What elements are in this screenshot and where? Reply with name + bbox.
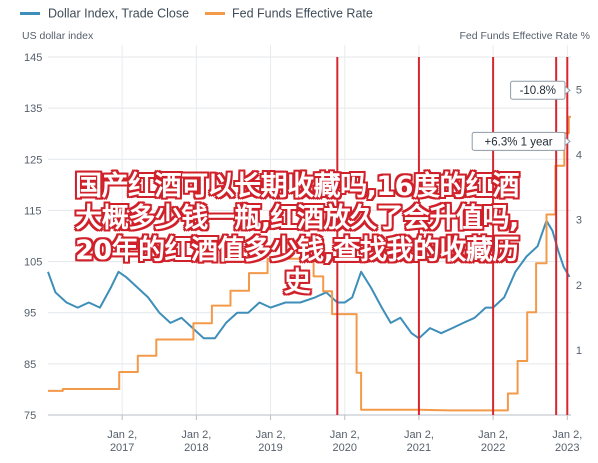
x-tick-label: Jan 2, 2020 (330, 429, 360, 454)
gridlines (48, 45, 571, 415)
y-left-tick-label: 75 (24, 410, 36, 422)
y-axis-right-title: Fed Funds Effective Rate % (459, 30, 590, 42)
y-left-tick-label: 115 (24, 205, 42, 217)
y-right-tick-label: 1 (576, 345, 582, 357)
y-right-tick-label: 3 (576, 215, 582, 227)
y-left-tick-label: 125 (24, 154, 42, 166)
y-left-tick-label: 85 (24, 359, 36, 371)
y-right-tick-label: 4 (576, 150, 582, 162)
y-axis-left-ticks: 75 85 95 105 115 125 135 145 (24, 52, 42, 422)
legend-item-dollar-index[interactable]: Dollar Index, Trade Close (20, 7, 189, 21)
y-left-tick-label: 135 (24, 103, 42, 115)
y-left-tick-label: 95 (24, 308, 36, 320)
legend-swatch-fed-funds (205, 12, 225, 15)
y-left-tick-label: 105 (24, 257, 42, 269)
series-line-fed-funds (48, 115, 571, 412)
legend-swatch-dollar-index (20, 12, 40, 15)
x-axis-ticks: Jan 2, 2017 Jan 2, 2018 Jan 2, 2019 Jan 2, 2020… (107, 415, 582, 454)
x-tick-label: Jan 2, 2019 (256, 429, 286, 454)
callout-label: +6.3% 1 year (485, 136, 553, 148)
callout-label: -10.8% (520, 85, 556, 97)
legend-item-fed-funds[interactable]: Fed Funds Effective Rate (205, 7, 373, 21)
y-right-tick-label: 2 (576, 280, 582, 292)
y-left-tick-label: 145 (24, 52, 42, 64)
y-axis-left-title: US dollar index (22, 30, 94, 42)
callout-pointer (564, 85, 571, 96)
y-axis-right-ticks: 1 2 3 4 5 (576, 85, 582, 357)
y-right-tick-label: 5 (576, 85, 582, 97)
x-tick-label: Jan 2, 2021 (404, 429, 434, 454)
series-lines (47, 115, 571, 412)
x-tick-label: Jan 2, 2023 (552, 429, 582, 454)
x-tick-label: Jan 2, 2022 (478, 429, 508, 454)
callout-pointer (564, 136, 571, 147)
legend-label-fed-funds: Fed Funds Effective Rate (232, 7, 373, 21)
x-tick-label: Jan 2, 2018 (181, 429, 211, 454)
legend-label-dollar-index: Dollar Index, Trade Close (48, 7, 189, 21)
legend: Dollar Index, Trade Close Fed Funds Effe… (20, 7, 373, 21)
event-markers (336, 57, 569, 415)
x-tick-label: Jan 2, 2017 (107, 429, 137, 454)
callouts: -10.8% +6.3% 1 year (471, 80, 571, 151)
